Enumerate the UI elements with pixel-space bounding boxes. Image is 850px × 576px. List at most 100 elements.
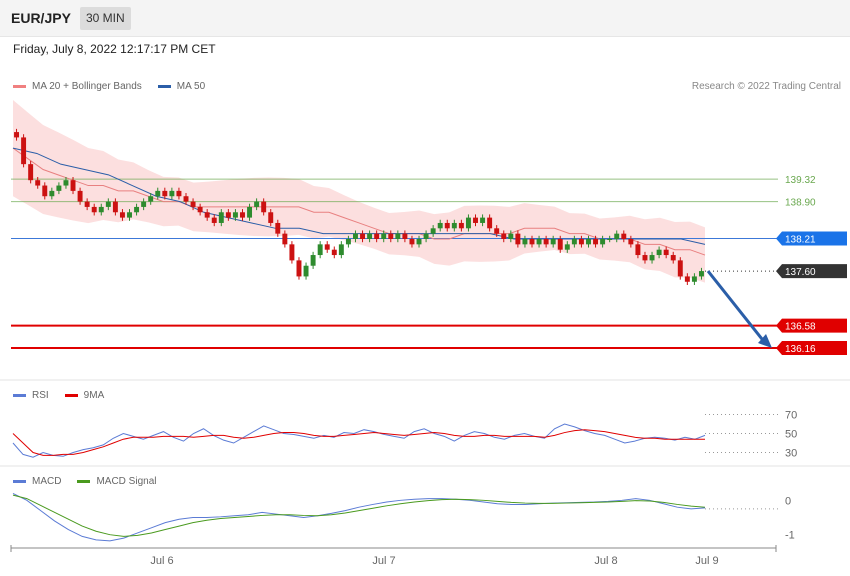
research-credit: Research © 2022 Trading Central xyxy=(691,81,841,92)
candle-body xyxy=(473,217,478,223)
candle-body xyxy=(42,185,48,197)
candle-body xyxy=(268,212,274,223)
candle-body xyxy=(345,239,351,245)
level-label-136-58: 136.58 xyxy=(785,322,816,333)
candle-body xyxy=(254,201,260,207)
candle-body xyxy=(684,276,690,282)
legend-swatch-ma20 xyxy=(13,85,26,88)
legend-swatch-ma50 xyxy=(157,85,171,88)
level-tag-bg xyxy=(776,341,847,356)
candle-body xyxy=(614,233,620,239)
legend-swatch-rsi xyxy=(13,394,26,397)
candle-body xyxy=(649,255,655,261)
candle-body xyxy=(134,206,140,213)
x-tick-label: Jul 6 xyxy=(150,555,173,567)
candle-body xyxy=(691,276,697,282)
candle-body xyxy=(63,180,69,186)
macd-legend: MACD MACD Signal xyxy=(13,476,166,487)
candle-body xyxy=(70,180,76,191)
level-tag-bg xyxy=(776,264,847,279)
symbol-label: EUR/JPY xyxy=(11,10,71,26)
legend-item-macd: MACD xyxy=(13,476,61,487)
candle-body xyxy=(112,201,118,213)
candle-body xyxy=(416,239,422,245)
candle-body xyxy=(296,260,302,277)
candle-body xyxy=(317,244,323,256)
candle-body xyxy=(190,201,196,207)
rsi-tick-label: 70 xyxy=(785,410,797,422)
candle-body xyxy=(501,233,507,239)
candle-body xyxy=(458,222,464,229)
level-label-136-16: 136.16 xyxy=(785,344,816,355)
candle-body xyxy=(91,206,97,213)
top-toolbar: EUR/JPY 30 MIN xyxy=(0,0,850,37)
level-label-137-60: 137.60 xyxy=(785,267,816,278)
candle-body xyxy=(21,137,27,165)
candle-body xyxy=(324,244,330,250)
candle-body xyxy=(480,217,486,223)
level-tag-bg xyxy=(776,318,847,333)
candle-body xyxy=(522,239,528,245)
candle-body xyxy=(430,228,436,234)
macd-series-macd xyxy=(12,492,706,542)
candle-body xyxy=(670,255,676,261)
macd-series-macd-signal xyxy=(12,494,706,537)
candle-body xyxy=(465,217,471,229)
candle-body xyxy=(600,239,606,245)
candle-body xyxy=(677,260,683,277)
rsi-tick-label: 50 xyxy=(785,429,797,441)
level-label-138-90: 138.90 xyxy=(785,198,816,209)
candle-body xyxy=(543,239,549,245)
candle-body xyxy=(635,244,641,256)
candle-body xyxy=(656,249,662,256)
legend-item-macd-signal: MACD Signal xyxy=(77,476,156,487)
candle-body xyxy=(77,190,83,202)
legend-label-9ma: 9MA xyxy=(83,390,105,401)
candle-body xyxy=(698,271,704,277)
candle-body xyxy=(197,206,203,213)
candle-body xyxy=(155,190,161,197)
legend-label-rsi: RSI xyxy=(32,390,49,401)
candle-body xyxy=(303,265,309,277)
legend-swatch-macd xyxy=(13,480,26,483)
candle-body xyxy=(607,239,613,240)
rsi-series-rsi xyxy=(12,423,706,458)
candle-body xyxy=(331,249,337,256)
candle-body xyxy=(374,233,380,239)
level-label-138-21: 138.21 xyxy=(785,234,816,245)
candle-body xyxy=(557,239,563,250)
candle-body xyxy=(586,239,591,245)
candle-body xyxy=(451,222,457,229)
legend-swatch-9ma xyxy=(64,394,78,397)
candle-body xyxy=(352,233,358,239)
candle-body xyxy=(218,212,224,223)
candle-body xyxy=(275,222,281,234)
legend-label-macd: MACD xyxy=(32,476,62,487)
candle-body xyxy=(204,212,210,218)
chart-datetime: Friday, July 8, 2022 12:17:17 PM CET xyxy=(13,42,216,56)
candle-body xyxy=(437,222,443,229)
legend-item-ma20: MA 20 + Bollinger Bands xyxy=(13,81,142,92)
candle-body xyxy=(289,244,295,261)
candle-body xyxy=(487,217,493,229)
candle-body xyxy=(536,239,542,245)
candle-body xyxy=(169,190,175,197)
candle-body xyxy=(395,233,401,239)
macd-tick-label: -1 xyxy=(785,530,795,542)
candle-body xyxy=(282,233,288,245)
target-arrow xyxy=(706,270,768,345)
candle-body xyxy=(642,255,648,261)
level-label-139-32: 139.32 xyxy=(785,175,816,186)
candle-body xyxy=(119,212,125,218)
candle-body xyxy=(105,201,111,207)
level-label-137-60-tag: 137.60 xyxy=(776,264,847,279)
candle-body xyxy=(564,244,570,250)
timeframe-button[interactable]: 30 MIN xyxy=(80,7,131,30)
legend-label-ma50: MA 50 xyxy=(176,81,206,92)
rsi-legend: RSI 9MA xyxy=(13,390,114,401)
candle-body xyxy=(409,239,415,245)
candle-body xyxy=(211,217,217,223)
legend-label-ma20: MA 20 + Bollinger Bands xyxy=(32,81,142,92)
candle-body xyxy=(578,239,584,245)
